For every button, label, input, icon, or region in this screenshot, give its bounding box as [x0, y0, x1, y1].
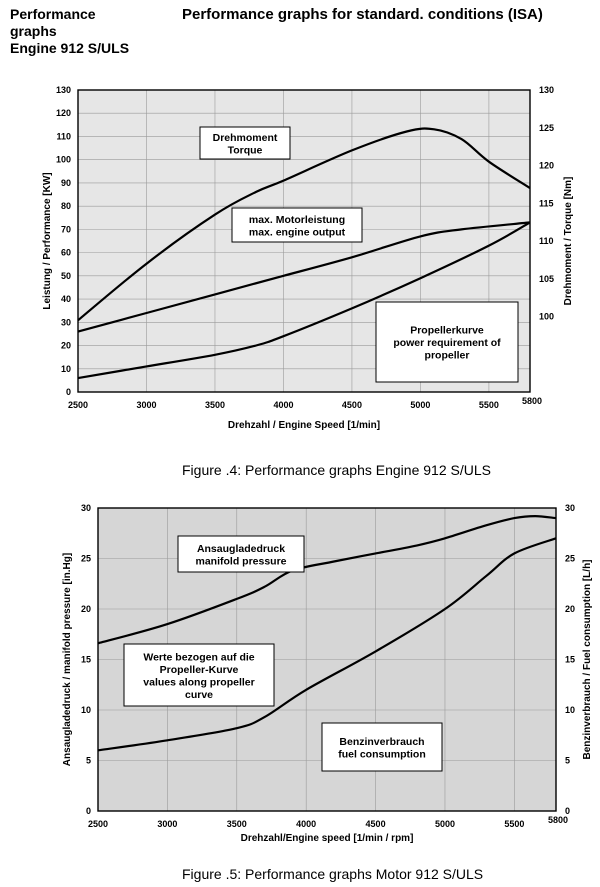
y-right-tick-label: 110: [539, 236, 554, 246]
x-tick-label: 4000: [296, 819, 316, 829]
x-axis-label: Drehzahl / Engine Speed [1/min]: [228, 420, 380, 431]
y-left-tick-label: 25: [81, 554, 91, 564]
x-tick-label: 5500: [504, 819, 524, 829]
series-line-1: [97, 515, 557, 645]
y-left-tick-label: 40: [61, 294, 71, 304]
annotation-box: [123, 643, 275, 707]
y-left-tick-label: 50: [61, 271, 71, 281]
annotation-text: values along propeller: [143, 676, 254, 688]
y-left-tick-label: 60: [61, 248, 71, 258]
y-left-tick-label: 130: [56, 85, 71, 95]
annotation-text: max. Motorleistung: [249, 214, 345, 226]
annotation-box: [231, 207, 363, 243]
header-left: Performance graphs Engine 912 S/ULS: [10, 6, 129, 57]
annotation-text: curve: [185, 689, 213, 701]
y-axis-label-right: Drehmoment / Torque [Nm]: [563, 177, 574, 306]
y-right-tick-label: 130: [539, 85, 554, 95]
x-tick-label: 2500: [88, 819, 108, 829]
header-left-line-3: Engine 912 S/ULS: [10, 40, 130, 56]
annotation-text: max. engine output: [249, 226, 346, 238]
manifold-fuel-chart: 2500 3000 3500 4000 4500 5000 5500 580005101520…: [62, 503, 593, 844]
header-left-line-1: Performance: [10, 6, 96, 22]
y-left-tick-label: 15: [81, 655, 91, 665]
y-left-tick-label: 120: [56, 108, 71, 118]
series-line-2: [77, 221, 531, 333]
y-left-tick-label: 5: [86, 756, 91, 766]
annotation-text: fuel consumption: [338, 748, 426, 760]
annotation-text: Ansaugladedruck: [197, 543, 285, 555]
y-right-tick-label: 115: [539, 198, 554, 208]
annotation-box: [321, 722, 443, 772]
x-tick-label: 4500: [366, 819, 386, 829]
annotation-text: Drehmoment: [213, 132, 278, 144]
y-right-tick-label: 100: [539, 312, 554, 322]
y-right-tick-label: 25: [565, 554, 575, 564]
figure-5-caption: Figure .5: Performance graphs Motor 912 …: [182, 866, 484, 882]
annotation-text: Benzinverbrauch: [339, 736, 424, 748]
annotation-text: Propellerkurve: [410, 325, 484, 337]
y-right-tick-label: 125: [539, 123, 554, 133]
x-tick-label: 5000: [435, 819, 455, 829]
y-left-tick-label: 110: [56, 131, 71, 141]
y-left-tick-label: 80: [61, 201, 71, 211]
y-left-tick-label: 20: [61, 341, 71, 351]
plot-frame: [77, 89, 531, 393]
x-tick-label: 5000: [410, 400, 430, 410]
y-right-tick-label: 30: [565, 503, 575, 513]
y-left-tick-label: 30: [81, 503, 91, 513]
annotation-text: propeller: [425, 350, 470, 362]
y-axis-label-left: Leistung / Performance [KW]: [42, 172, 53, 309]
annotation-text: Werte bezogen auf die: [143, 651, 254, 663]
x-tick-label: 4500: [342, 400, 362, 410]
header-left-line-2: graphs: [10, 23, 57, 39]
plot-frame: [97, 507, 557, 812]
y-left-tick-label: 30: [61, 317, 71, 327]
y-right-tick-label: 105: [539, 274, 554, 284]
annotation-text: Torque: [228, 144, 263, 156]
y-right-tick-label: 5: [565, 756, 570, 766]
y-left-tick-label: 70: [61, 224, 71, 234]
y-right-tick-label: 15: [565, 655, 575, 665]
y-axis-label-left: Ansaugladedruck / manifold pressure [in.…: [62, 553, 73, 766]
y-left-tick-label: 10: [61, 364, 71, 374]
y-right-tick-label: 10: [565, 705, 575, 715]
y-left-tick-label: 90: [61, 178, 71, 188]
y-left-tick-label: 0: [86, 806, 91, 816]
annotation-box: [199, 126, 291, 160]
annotation-text: manifold pressure: [195, 555, 286, 567]
annotation-box: [375, 301, 519, 383]
performance-chart: 2500 3000 3500 4000 4500 5000 5500 5800 0 10 20 30 4…: [42, 85, 574, 431]
series-line-3: [77, 221, 531, 380]
x-tick-label: 3000: [136, 400, 156, 410]
annotation-text: Propeller-Kurve: [160, 664, 239, 676]
y-left-tick-label: 0: [66, 387, 71, 397]
x-tick-label: 5500: [479, 400, 499, 410]
x-tick-label: 5800: [522, 396, 542, 406]
x-axis-label: Drehzahl/Engine speed [1/min / rpm]: [241, 833, 414, 844]
annotation-text: power requirement of: [393, 337, 501, 349]
y-left-tick-label: 100: [56, 155, 71, 165]
annotation-box: [177, 535, 305, 573]
y-right-tick-label: 0: [565, 806, 570, 816]
series-line-2: [97, 537, 557, 752]
x-tick-label: 3500: [227, 819, 247, 829]
y-right-tick-label: 20: [565, 604, 575, 614]
x-tick-label: 5800: [548, 815, 568, 825]
y-left-tick-label: 20: [81, 604, 91, 614]
page-title: Performance graphs for standard. conditi…: [182, 6, 543, 23]
x-tick-label: 3500: [205, 400, 225, 410]
y-axis-label-right: Benzinverbrauch / Fuel consumption [L/h]: [582, 559, 593, 759]
series-line-1: [77, 127, 531, 322]
x-tick-label: 3000: [157, 819, 177, 829]
x-tick-label: 4000: [273, 400, 293, 410]
y-right-tick-label: 120: [539, 161, 554, 171]
y-left-tick-label: 10: [81, 705, 91, 715]
figure-4-caption: Figure .4: Performance graphs Engine 912…: [182, 462, 491, 478]
x-tick-label: 2500: [68, 400, 88, 410]
